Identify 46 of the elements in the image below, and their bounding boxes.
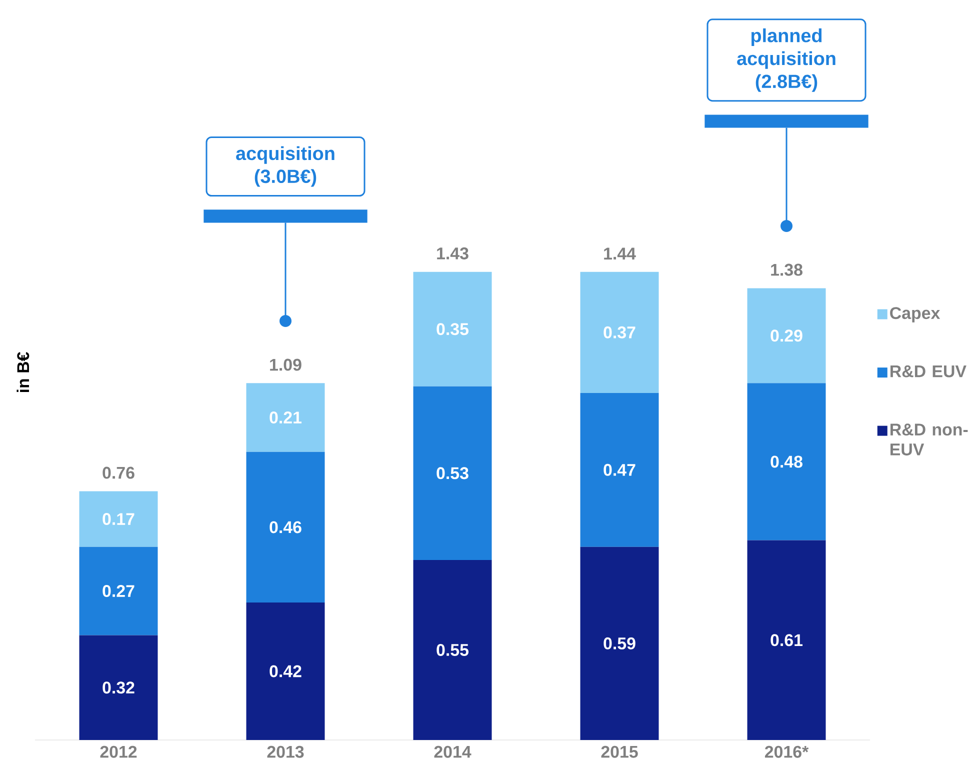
data-label: 0.35 (436, 323, 469, 336)
x-tick-label: 2014 (434, 746, 472, 758)
x-tick-label: 2016* (764, 746, 809, 758)
data-label: 0.29 (770, 330, 802, 342)
bar (246, 383, 325, 452)
data-label: 0.21 (270, 412, 302, 424)
data-label: 0.59 (604, 637, 636, 650)
data-label: 0.42 (270, 665, 302, 678)
legend-label: R&D non-EUV (890, 424, 968, 456)
bar (413, 272, 492, 386)
bar (747, 288, 826, 384)
bar (246, 452, 325, 602)
bar (246, 602, 325, 740)
data-label: 0.47 (604, 464, 636, 476)
total-label: 1.43 (437, 247, 468, 260)
x-tick-label: 2012 (100, 746, 137, 758)
bar (747, 383, 826, 540)
y-axis-title: in B€ (16, 352, 30, 392)
data-label: 0.46 (270, 521, 302, 534)
bar (413, 560, 492, 740)
bar (580, 392, 659, 547)
bar (79, 546, 158, 636)
bar (79, 635, 158, 740)
total-label: 1.09 (270, 358, 302, 371)
data-label: 0.37 (604, 326, 636, 338)
total-label: 0.76 (102, 466, 134, 479)
legend-label: R&D EUV (890, 365, 966, 378)
bar (580, 272, 659, 393)
data-label: 0.17 (102, 513, 134, 526)
data-label: 0.27 (102, 585, 134, 598)
text: planned acquisition (2.8B€) (737, 28, 836, 92)
text: acquisition (3.0B€) (236, 146, 334, 187)
data-label: 0.32 (102, 682, 134, 694)
data-label: 0.61 (770, 634, 803, 646)
x-tick-label: 2015 (601, 746, 638, 758)
bar (79, 491, 158, 547)
x-tick-label: 2013 (267, 746, 304, 758)
data-label: 0.55 (436, 644, 469, 656)
data-label: 0.53 (436, 467, 468, 480)
total-label: 1.44 (604, 248, 636, 260)
total-label: 1.38 (771, 264, 802, 276)
bar (580, 546, 659, 740)
bar (413, 386, 492, 560)
legend-label: Capex (890, 307, 940, 322)
bar (747, 540, 826, 740)
data-label: 0.48 (770, 456, 802, 468)
